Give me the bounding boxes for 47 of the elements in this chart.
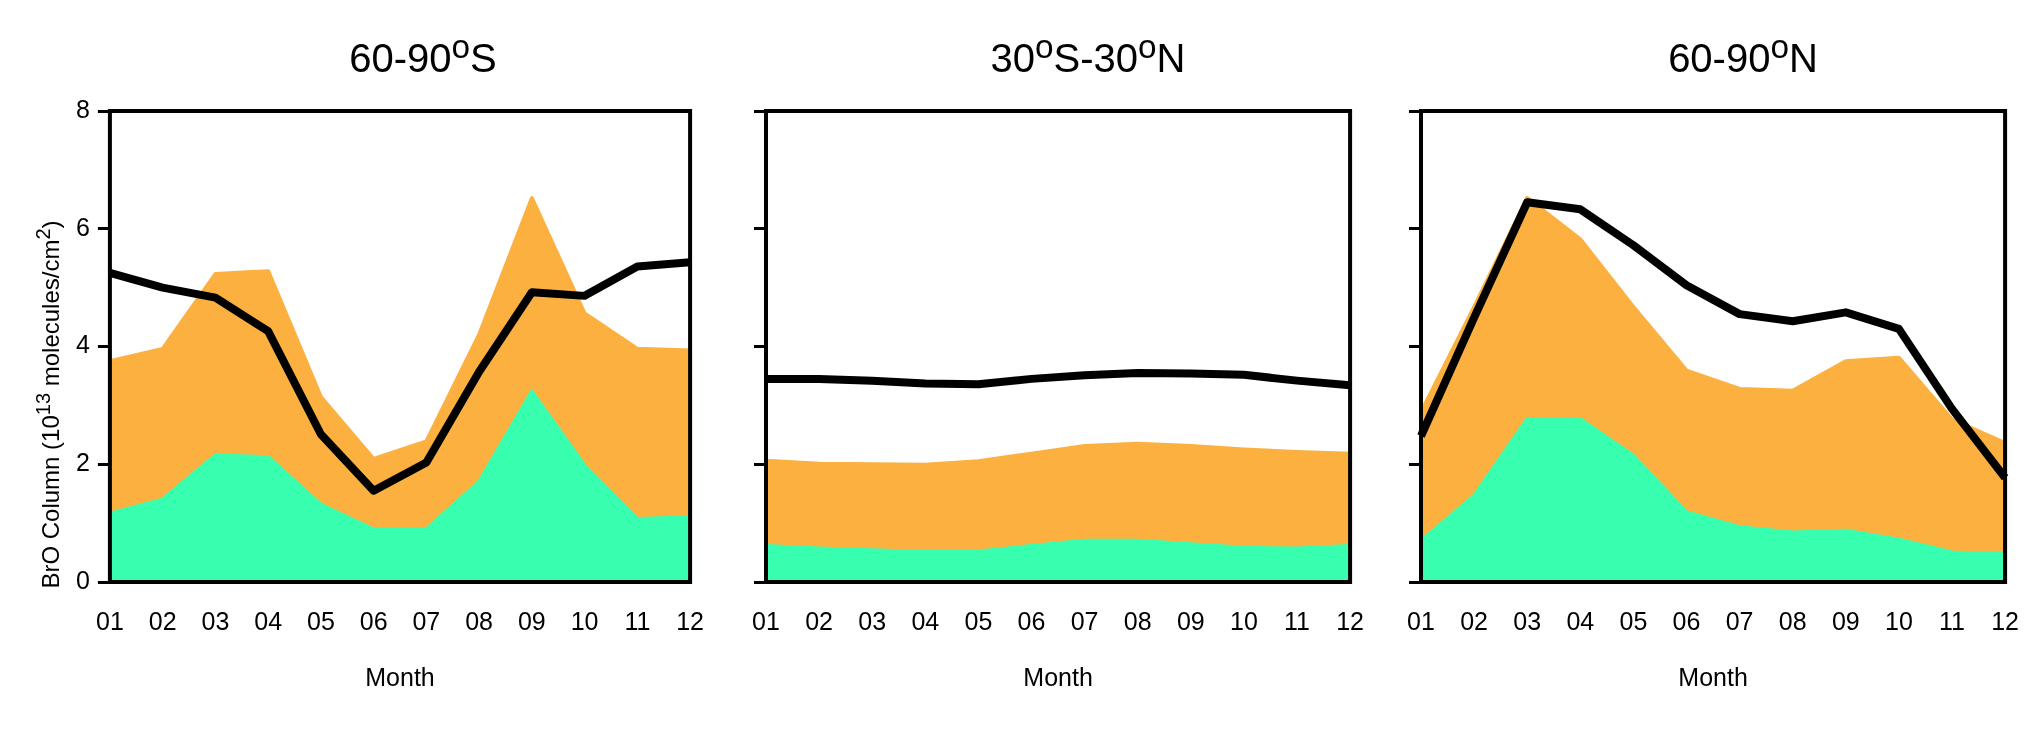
x-tick-label: 02 — [805, 606, 834, 635]
x-axis-title: Month — [365, 662, 435, 691]
x-axis-title: Month — [1678, 662, 1748, 691]
x-tick-label: 09 — [1831, 606, 1860, 635]
chart-title: 60-90$^{o}$N — [1667, 28, 1819, 82]
x-tick-label: 02 — [148, 606, 177, 635]
x-tick-label: 08 — [465, 606, 494, 635]
x-tick-label: 01 — [752, 606, 780, 635]
x-tick-label: 09 — [517, 606, 546, 635]
x-tick-label: 12 — [676, 606, 704, 635]
x-tick-label: 07 — [1070, 606, 1099, 635]
x-tick-label: 01 — [96, 606, 124, 635]
x-tick-label: 06 — [1672, 606, 1701, 635]
chart-title: 60-90$^{o}$S — [348, 28, 498, 82]
chart-title: 30$^{o}$S-30$^{o}$N — [989, 28, 1187, 82]
x-tick-label: 03 — [201, 606, 230, 635]
y-tick-label: 0 — [76, 565, 90, 594]
x-tick-label: 02 — [1460, 606, 1489, 635]
x-tick-label: 01 — [1407, 606, 1435, 635]
x-tick-label: 05 — [964, 606, 993, 635]
x-tick-label: 11 — [624, 606, 651, 635]
x-axis-title: Month — [1023, 662, 1093, 691]
x-tick-label: 06 — [1017, 606, 1046, 635]
x-tick-label: 12 — [1991, 606, 2019, 635]
x-tick-label: 04 — [911, 606, 940, 635]
y-tick-label: 2 — [76, 448, 90, 477]
x-tick-label: 10 — [570, 606, 599, 635]
x-tick-label: 04 — [1566, 606, 1595, 635]
x-tick-label: 07 — [1725, 606, 1754, 635]
x-tick-label: 09 — [1176, 606, 1205, 635]
x-tick-label: 10 — [1229, 606, 1258, 635]
x-tick-label: 10 — [1884, 606, 1913, 635]
y-tick-label: 4 — [76, 330, 90, 359]
x-tick-label: 12 — [1336, 606, 1364, 635]
x-tick-label: 08 — [1123, 606, 1152, 635]
y-tick-label: 6 — [76, 212, 90, 241]
x-tick-label: 03 — [1513, 606, 1542, 635]
x-tick-label: 11 — [1284, 606, 1310, 635]
x-tick-label: 08 — [1778, 606, 1807, 635]
x-tick-label: 06 — [359, 606, 388, 635]
x-tick-label: 07 — [412, 606, 441, 635]
x-tick-label: 04 — [254, 606, 283, 635]
x-tick-label: 11 — [1939, 606, 1965, 635]
x-tick-label: 05 — [306, 606, 335, 635]
x-tick-label: 03 — [858, 606, 887, 635]
x-tick-label: 05 — [1619, 606, 1648, 635]
y-tick-label: 8 — [76, 94, 90, 123]
